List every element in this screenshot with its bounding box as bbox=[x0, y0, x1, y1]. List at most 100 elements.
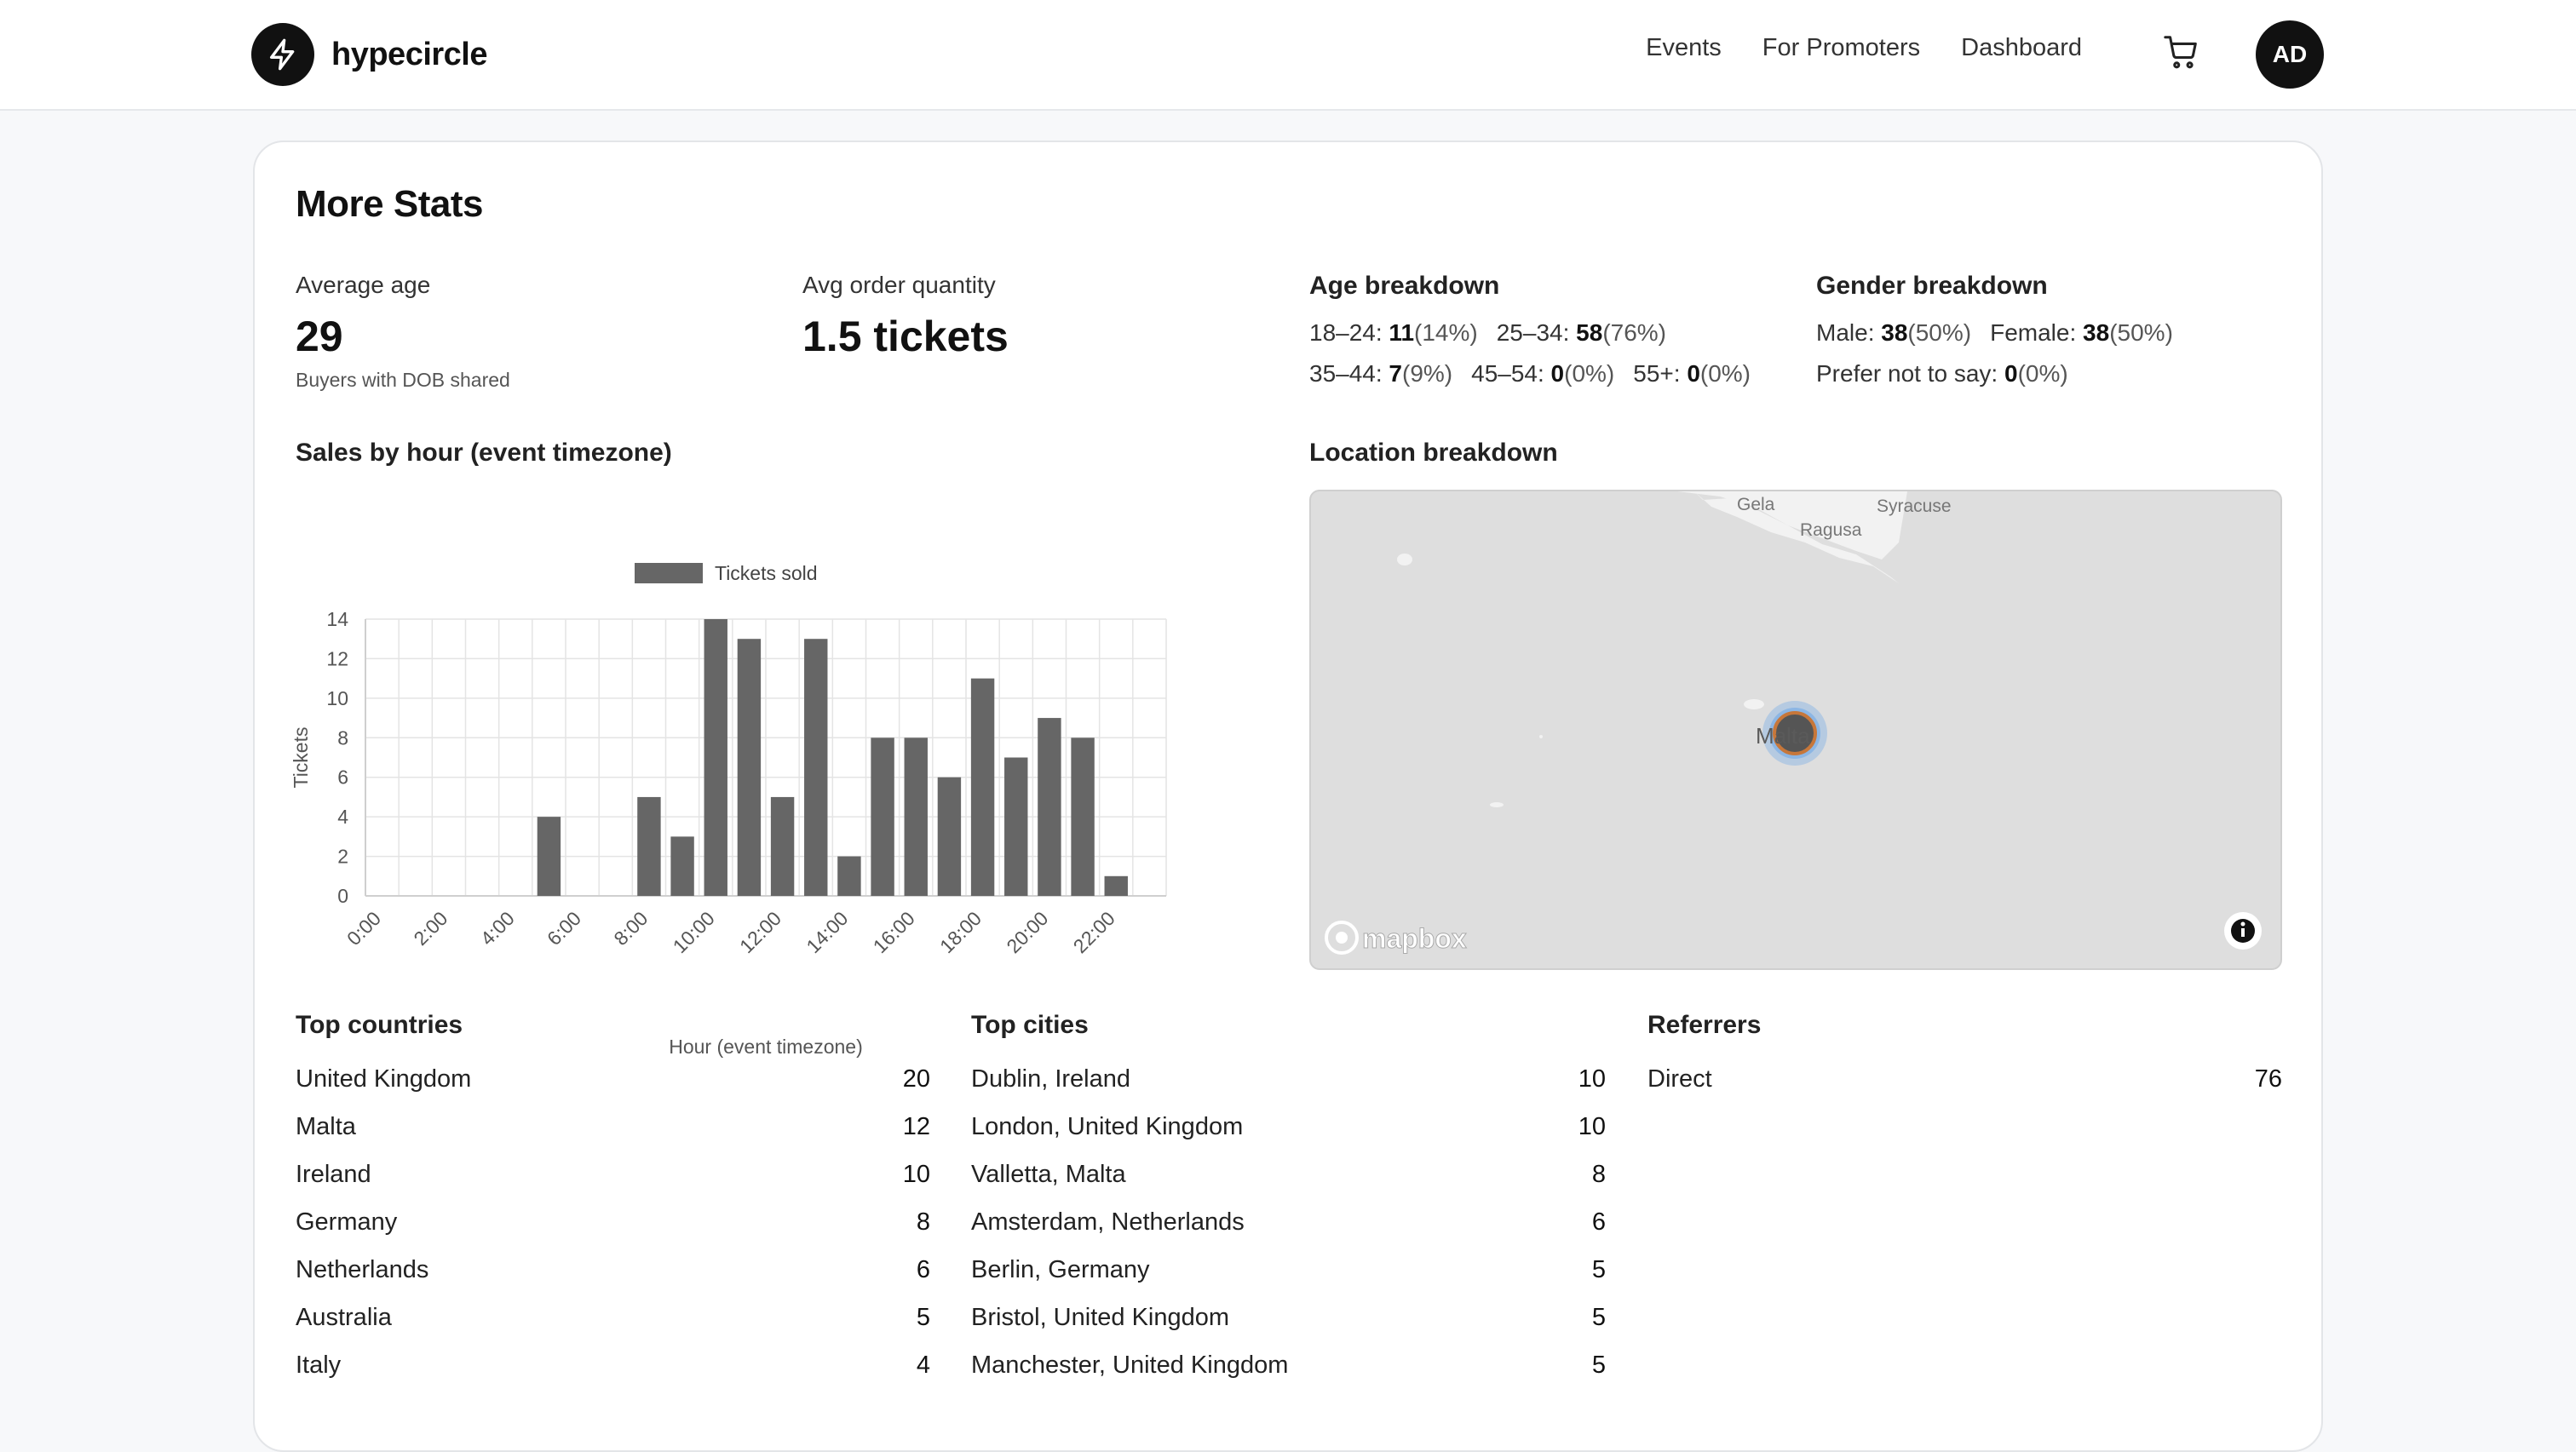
location-breakdown-title: Location breakdown bbox=[1309, 439, 1558, 467]
city-count: 10 bbox=[1578, 1065, 1606, 1093]
map-label-malta: Malta bbox=[1756, 723, 1810, 749]
x-tick-label: 14:00 bbox=[802, 907, 852, 957]
cart-icon[interactable] bbox=[2162, 32, 2201, 72]
gender-breakdown-item: Female: 38(50%) bbox=[1990, 319, 2173, 346]
bar bbox=[737, 639, 762, 896]
country-count: 4 bbox=[916, 1352, 930, 1379]
age-breakdown-rows: 18–24: 11(14%) 25–34: 58(76%) 35–44: 7(9%)… bbox=[1309, 313, 1769, 394]
sales-by-hour-chart: 0 2 4 6 8 10 12 14 0:00 2:00 4:00 6:00 8:00 10:00 12:0… bbox=[290, 562, 1167, 1058]
bar bbox=[1004, 757, 1028, 896]
city-row: Bristol, United Kingdom 5 bbox=[971, 1294, 1606, 1341]
city-row: Amsterdam, Netherlands 6 bbox=[971, 1198, 1606, 1246]
bar bbox=[804, 639, 828, 896]
x-tick-label: 18:00 bbox=[935, 907, 986, 957]
y-tick-label: 10 bbox=[326, 687, 348, 709]
country-count: 5 bbox=[916, 1304, 930, 1331]
top-countries-title: Top countries bbox=[296, 1011, 463, 1039]
sicily-coast bbox=[1677, 491, 1907, 560]
gender-breakdown-row: Prefer not to say: 0(0%) bbox=[1816, 353, 2192, 394]
card-title: More Stats bbox=[296, 183, 483, 225]
mapbox-logo-dot bbox=[1336, 932, 1348, 944]
city-row: Manchester, United Kingdom 5 bbox=[971, 1341, 1606, 1389]
map-label-gela: Gela bbox=[1737, 495, 1775, 514]
nav-link-for-promoters[interactable]: For Promoters bbox=[1762, 34, 1921, 61]
age-breakdown-label: 35–44: bbox=[1309, 360, 1383, 387]
x-tick-label: 8:00 bbox=[609, 907, 652, 950]
country-count: 10 bbox=[902, 1161, 930, 1188]
age-breakdown-label: 25–34: bbox=[1496, 319, 1570, 346]
x-tick-label: 2:00 bbox=[409, 907, 451, 950]
average-age-note: Buyers with DOB shared bbox=[296, 369, 510, 391]
city-name: London, United Kingdom bbox=[971, 1113, 1244, 1140]
main-nav: Events For Promoters Dashboard bbox=[1646, 34, 2082, 62]
age-breakdown-count: 0 bbox=[1687, 360, 1700, 387]
user-avatar[interactable]: AD bbox=[2256, 20, 2324, 89]
avg-order-value: 1.5 tickets bbox=[802, 313, 1009, 360]
gender-breakdown-label: Male: bbox=[1816, 319, 1875, 346]
top-navbar: hypecircle Events For Promoters Dashboar… bbox=[0, 0, 2576, 111]
gender-breakdown-count: 0 bbox=[2004, 360, 2018, 387]
age-breakdown-row: 35–44: 7(9%) 45–54: 0(0%) 55+: 0(0%) bbox=[1309, 353, 1769, 394]
city-row: Valletta, Malta 8 bbox=[971, 1151, 1606, 1198]
country-name: Ireland bbox=[296, 1161, 371, 1188]
city-count: 8 bbox=[1591, 1161, 1606, 1188]
country-row: Germany 8 bbox=[296, 1198, 930, 1246]
nav-link-dashboard[interactable]: Dashboard bbox=[1961, 34, 2082, 61]
y-tick-label: 12 bbox=[326, 647, 348, 669]
sales-by-hour-title: Sales by hour (event timezone) bbox=[296, 439, 672, 467]
gender-breakdown-row: Male: 38(50%) Female: 38(50%) bbox=[1816, 313, 2192, 353]
location-marker-malta[interactable] bbox=[1773, 711, 1817, 755]
country-row: Netherlands 6 bbox=[296, 1246, 930, 1294]
age-breakdown-percent: (0%) bbox=[1699, 360, 1751, 387]
top-countries-list: Top countries United Kingdom 20 Malta 12 Ire… bbox=[296, 1011, 930, 1389]
age-breakdown-count: 7 bbox=[1389, 360, 1402, 387]
mapbox-attribution[interactable]: mapbox bbox=[1325, 921, 1467, 955]
location-map[interactable]: Gela Ragusa Syracuse Malta mapbox bbox=[1309, 490, 2282, 970]
age-breakdown-item: 18–24: 11(14%) bbox=[1309, 319, 1478, 346]
country-count: 8 bbox=[916, 1208, 930, 1236]
gender-breakdown-percent: (50%) bbox=[1907, 319, 1972, 346]
bar bbox=[1071, 737, 1095, 896]
referrer-row: Direct 76 bbox=[1647, 1055, 2282, 1103]
nav-link-events[interactable]: Events bbox=[1646, 34, 1722, 61]
age-breakdown-count: 11 bbox=[1389, 319, 1415, 346]
bar bbox=[704, 619, 727, 896]
referrer-count: 76 bbox=[2254, 1065, 2282, 1093]
island-linosa bbox=[1397, 554, 1412, 565]
referrers-list: Referrers Direct 76 bbox=[1647, 1011, 2282, 1103]
island-lampedusa bbox=[1490, 802, 1504, 807]
gender-breakdown-label: Female: bbox=[1990, 319, 2077, 346]
bar bbox=[537, 817, 561, 896]
age-breakdown-percent: (76%) bbox=[1602, 319, 1667, 346]
country-name: Netherlands bbox=[296, 1256, 429, 1283]
x-tick-label: 16:00 bbox=[869, 907, 919, 957]
brand-logo[interactable]: hypecircle bbox=[251, 23, 488, 86]
city-name: Amsterdam, Netherlands bbox=[971, 1208, 1245, 1236]
bar bbox=[1104, 875, 1128, 896]
age-breakdown-item: 35–44: 7(9%) bbox=[1309, 360, 1452, 387]
sicily-landmass bbox=[1694, 491, 1899, 583]
x-tick-label: 20:00 bbox=[1002, 907, 1052, 957]
bar bbox=[770, 796, 795, 896]
x-axis-label: Hour (event timezone) bbox=[669, 1036, 863, 1058]
country-row: United Kingdom 20 bbox=[296, 1055, 930, 1103]
referrers-title: Referrers bbox=[1647, 1011, 1762, 1039]
city-name: Dublin, Ireland bbox=[971, 1065, 1130, 1093]
bar bbox=[837, 856, 861, 896]
city-count: 5 bbox=[1591, 1304, 1606, 1331]
country-row: Ireland 10 bbox=[296, 1151, 930, 1198]
city-row: Berlin, Germany 5 bbox=[971, 1246, 1606, 1294]
x-tick-label: 4:00 bbox=[476, 907, 519, 950]
x-tick-label: 10:00 bbox=[669, 907, 719, 957]
age-breakdown-item: 45–54: 0(0%) bbox=[1471, 360, 1614, 387]
gender-breakdown-item: Prefer not to say: 0(0%) bbox=[1816, 360, 2068, 387]
info-icon[interactable] bbox=[2224, 912, 2262, 950]
avg-order-stat: Avg order quantity 1.5 tickets bbox=[802, 272, 1009, 362]
y-tick-label: 8 bbox=[337, 726, 348, 749]
age-breakdown-count: 0 bbox=[1550, 360, 1565, 387]
age-breakdown-count: 58 bbox=[1576, 319, 1603, 346]
city-count: 10 bbox=[1578, 1113, 1606, 1140]
age-breakdown-title: Age breakdown bbox=[1309, 272, 1500, 300]
more-stats-card: More Stats Average age 29 Buyers with DO… bbox=[253, 141, 2323, 1452]
city-name: Valletta, Malta bbox=[971, 1161, 1126, 1188]
